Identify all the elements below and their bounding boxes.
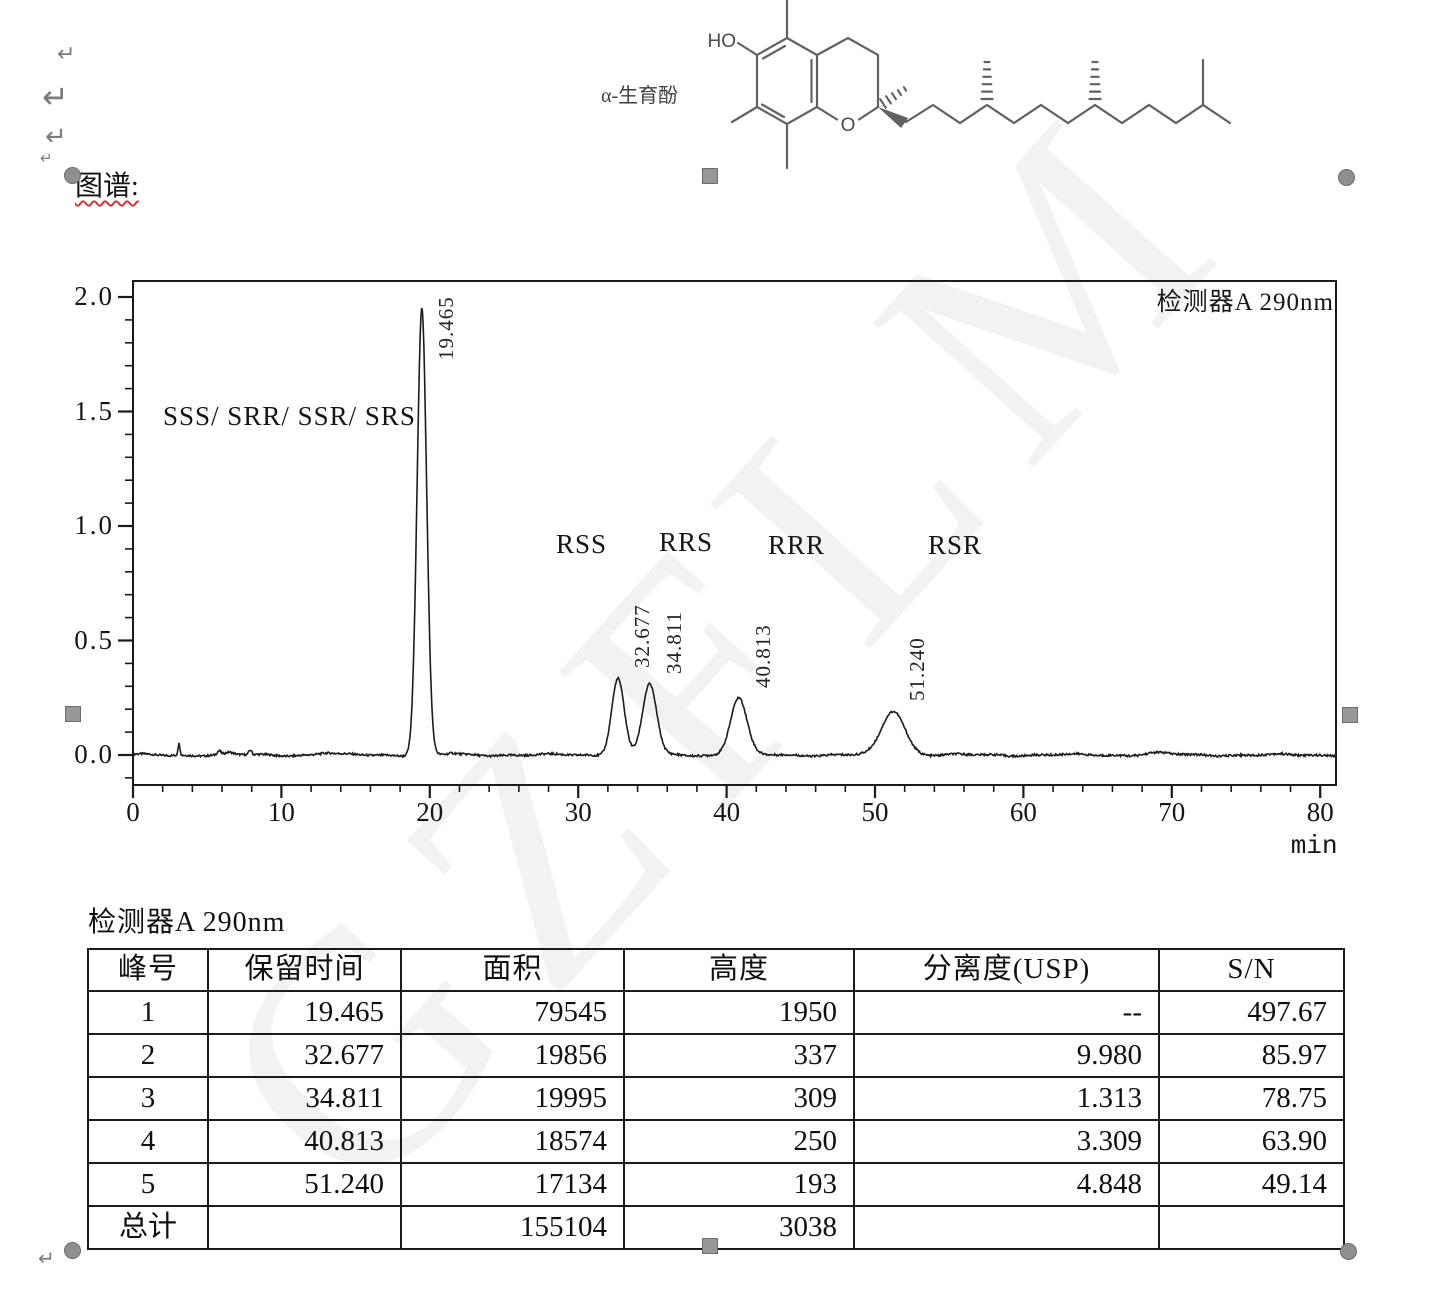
- detector-label: 检测器A 290nm: [1156, 289, 1334, 316]
- isomer-group-label: RRR: [768, 530, 826, 560]
- paragraph-mark: ↵: [38, 1246, 55, 1270]
- x-tick-label: 40: [713, 797, 741, 827]
- table-row: 总计 155104 3038: [87, 1205, 1345, 1250]
- peak-table: 峰号 保留时间 面积 高度 分离度(USP) S/N 1 19.465 79545 1950 --…: [87, 948, 1345, 1250]
- table-cell: 32.677: [207, 1033, 402, 1078]
- table-header-cell: 保留时间: [207, 948, 402, 992]
- table-cell: 17134: [400, 1162, 625, 1207]
- table-cell: 3.309: [853, 1119, 1160, 1164]
- table-cell: [853, 1205, 1160, 1250]
- x-tick-label: 70: [1158, 797, 1186, 827]
- table-header-cell: 分离度(USP): [853, 948, 1160, 992]
- paragraph-mark: ↵: [57, 42, 76, 67]
- chromatogram-svg: [118, 280, 1338, 798]
- table-header-cell: 高度: [623, 948, 855, 992]
- x-axis-unit: min: [1290, 831, 1338, 861]
- x-tick-label: 10: [267, 797, 295, 827]
- isomer-group-label: SSS/ SRR/ SSR/ SRS: [163, 401, 416, 431]
- hydroxyl-label: HO: [708, 31, 737, 52]
- isomer-group-label: RRS: [659, 527, 714, 557]
- selection-handle-square[interactable]: [65, 706, 81, 722]
- table-cell: 51.240: [207, 1162, 402, 1207]
- table-cell: 1: [87, 990, 209, 1035]
- x-tick-label: 50: [861, 797, 889, 827]
- paragraph-mark: ↵: [40, 149, 53, 167]
- table-cell: 3038: [623, 1205, 855, 1250]
- table-cell: 5: [87, 1162, 209, 1207]
- table-cell: 19995: [400, 1076, 625, 1121]
- table-cell: 309: [623, 1076, 855, 1121]
- isomer-group-label: RSR: [928, 530, 983, 560]
- table-cell: 79545: [400, 990, 625, 1035]
- x-tick-label: 30: [564, 797, 592, 827]
- table-cell: --: [853, 990, 1160, 1035]
- ring-oxygen-label: O: [841, 115, 856, 136]
- table-cell: 1950: [623, 990, 855, 1035]
- molecule-name-label: α-生育酚: [601, 85, 679, 107]
- molecule-stereo-wedges: [878, 60, 1102, 128]
- table-row: 4 40.813 18574 250 3.309 63.90: [87, 1119, 1345, 1164]
- molecule-structure-svg: HO O: [708, 0, 1232, 170]
- y-tick-label: 0.0: [74, 739, 114, 769]
- peak-table-body: 1 19.465 79545 1950 -- 497.67 2 32.677 19856 337 9…: [87, 990, 1345, 1250]
- y-tick-label: 2.0: [74, 281, 114, 311]
- table-cell: 337: [623, 1033, 855, 1078]
- x-tick-label: 60: [1009, 797, 1037, 827]
- table-cell: 40.813: [207, 1119, 402, 1164]
- table-row: 3 34.811 19995 309 1.313 78.75: [87, 1076, 1345, 1121]
- spectrum-caption-text: 图谱:: [75, 171, 139, 202]
- table-cell: [1158, 1205, 1345, 1250]
- table-cell: [207, 1205, 402, 1250]
- table-cell: 78.75: [1158, 1076, 1345, 1121]
- table-cell: 19.465: [207, 990, 402, 1035]
- table-header-cell: S/N: [1158, 948, 1345, 992]
- table-cell: 63.90: [1158, 1119, 1345, 1164]
- table-row: 2 32.677 19856 337 9.980 85.97: [87, 1033, 1345, 1078]
- paragraph-mark: ↵: [42, 78, 69, 116]
- x-tick-label: 0: [126, 797, 140, 827]
- selection-handle-square[interactable]: [702, 168, 718, 184]
- table-cell: 49.14: [1158, 1162, 1345, 1207]
- table-cell: 85.97: [1158, 1033, 1345, 1078]
- selection-handle-circle[interactable]: [64, 1242, 81, 1259]
- selection-handle-circle[interactable]: [1338, 169, 1355, 186]
- table-cell: 155104: [400, 1205, 625, 1250]
- paragraph-mark: ↵: [45, 122, 67, 152]
- selection-handle-square[interactable]: [1342, 707, 1358, 723]
- table-cell: 250: [623, 1119, 855, 1164]
- table-caption: 检测器A 290nm: [88, 907, 286, 938]
- spectrum-caption: 图谱:: [75, 164, 139, 204]
- chart-trace: [132, 307, 1338, 759]
- table-cell: 34.811: [207, 1076, 402, 1121]
- isomer-group-label: RSS: [556, 529, 608, 559]
- table-cell: 2: [87, 1033, 209, 1078]
- table-cell: 4.848: [853, 1162, 1160, 1207]
- selection-handle-circle[interactable]: [64, 167, 81, 184]
- table-cell: 193: [623, 1162, 855, 1207]
- table-cell: 497.67: [1158, 990, 1345, 1035]
- y-tick-label: 1.0: [74, 510, 114, 540]
- table-header-cell: 峰号: [87, 948, 209, 992]
- table-header-cell: 面积: [400, 948, 625, 992]
- selection-handle-square[interactable]: [702, 1238, 718, 1254]
- molecule-bonds: [730, 0, 1232, 170]
- table-cell: 1.313: [853, 1076, 1160, 1121]
- x-tick-label: 20: [416, 797, 444, 827]
- selection-handle-circle[interactable]: [1340, 1243, 1357, 1260]
- x-tick-label: 80: [1306, 797, 1334, 827]
- chart-frame: [132, 280, 1337, 786]
- y-tick-label: 0.5: [74, 624, 114, 655]
- table-cell: 3: [87, 1076, 209, 1121]
- table-cell: 9.980: [853, 1033, 1160, 1078]
- table-cell: 18574: [400, 1119, 625, 1164]
- table-cell: 19856: [400, 1033, 625, 1078]
- table-cell: 总计: [87, 1205, 209, 1250]
- table-row: 1 19.465 79545 1950 -- 497.67: [87, 990, 1345, 1035]
- y-tick-label: 1.5: [74, 395, 114, 426]
- table-row: 5 51.240 17134 193 4.848 49.14: [87, 1162, 1345, 1207]
- table-cell: 4: [87, 1119, 209, 1164]
- peak-table-header: 峰号 保留时间 面积 高度 分离度(USP) S/N: [87, 948, 1345, 992]
